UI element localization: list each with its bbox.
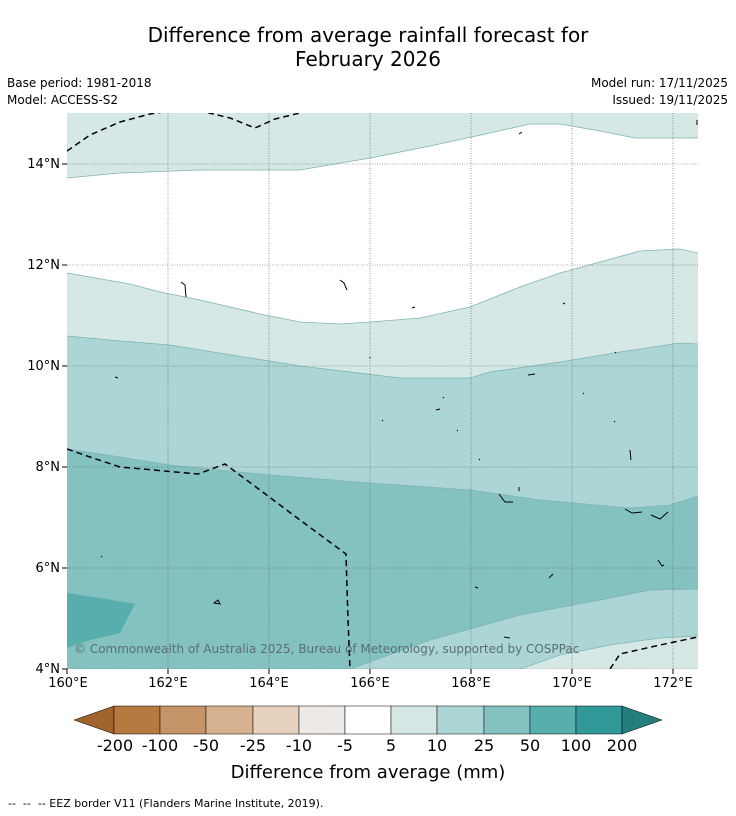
- lon-label-164e: 164°E: [249, 676, 289, 691]
- colorbar-swatch: [344, 705, 392, 735]
- colorbar-tick-label: -25: [240, 736, 266, 755]
- lon-label-170e: 170°E: [552, 676, 592, 691]
- map-plot-area: © Commonwealth of Australia 2025, Bureau…: [67, 113, 698, 669]
- colorbar-high-arrow: [621, 705, 663, 735]
- lon-label-166e: 166°E: [350, 676, 390, 691]
- colorbar-tick-label: 200: [607, 736, 638, 755]
- colorbar-low-arrow: [73, 705, 115, 735]
- colorbar-swatch: [436, 705, 485, 735]
- lat-label-6n: 6°N: [36, 561, 61, 576]
- lat-label-8n: 8°N: [36, 460, 61, 475]
- colorbar-tick-label: -100: [142, 736, 178, 755]
- colorbar-swatch: [298, 705, 346, 735]
- latitude-labels: 14°N 12°N 10°N 8°N 6°N 4°N: [27, 157, 60, 677]
- lon-label-172e: 172°E: [653, 676, 693, 691]
- longitude-labels: 160°E 162°E 164°E 166°E 168°E 170°E 172°…: [48, 676, 693, 691]
- eez-legend-note: -- -- -- EEZ border V11 (Flanders Marine…: [8, 797, 324, 810]
- colorbar-swatch: [205, 705, 254, 735]
- map-title-line-2: February 2026: [295, 47, 441, 71]
- colorbar-tick-label: 100: [561, 736, 592, 755]
- axis-ticks: [62, 163, 674, 674]
- contour-lines: [67, 123, 698, 669]
- colorbar-tick-label: -10: [286, 736, 312, 755]
- lat-label-14n: 14°N: [27, 157, 60, 172]
- colorbar-swatch: [483, 705, 531, 735]
- lon-label-168e: 168°E: [451, 676, 491, 691]
- graticule: [67, 113, 698, 669]
- colorbar-tick-label: 5: [386, 736, 396, 755]
- colorbar-title: Difference from average (mm): [231, 762, 506, 783]
- map-title-line-1: Difference from average rainfall forecas…: [147, 23, 589, 47]
- eez-border: [67, 113, 698, 669]
- colorbar-tick-label: 50: [520, 736, 540, 755]
- lat-label-4n: 4°N: [36, 662, 61, 677]
- islands: [100, 120, 698, 639]
- copyright-notice: © Commonwealth of Australia 2025, Bureau…: [74, 642, 579, 656]
- colorbar-tick-label: -200: [97, 736, 133, 755]
- colorbar-swatch: [575, 705, 623, 735]
- band-5-10-south: [520, 636, 698, 669]
- base-period: Base period: 1981-2018: [7, 76, 152, 90]
- colorbar-swatch: [390, 705, 438, 735]
- lon-label-162e: 162°E: [148, 676, 188, 691]
- colorbar-swatch: [529, 705, 577, 735]
- band-50-100: [67, 593, 135, 648]
- colorbar-swatch: [159, 705, 207, 735]
- colorbar-tick-label: -50: [193, 736, 219, 755]
- lat-label-12n: 12°N: [27, 258, 60, 273]
- colorbar-tick-label: -5: [337, 736, 353, 755]
- band-neutral: [67, 124, 698, 324]
- colorbar-swatch: [113, 705, 161, 735]
- lon-label-160e: 160°E: [48, 676, 88, 691]
- colorbar: -200 -100 -50 -25 -10 -5 5 10 25 50 100 …: [73, 705, 663, 783]
- colorbar-tick-label: 10: [427, 736, 447, 755]
- model-name: Model: ACCESS-S2: [7, 93, 119, 107]
- colorbar-tick-label: 25: [474, 736, 494, 755]
- model-run-date: Model run: 17/11/2025: [590, 76, 728, 90]
- lat-label-10n: 10°N: [27, 359, 60, 374]
- colorbar-swatch: [252, 705, 300, 735]
- issued-date: Issued: 19/11/2025: [612, 93, 728, 107]
